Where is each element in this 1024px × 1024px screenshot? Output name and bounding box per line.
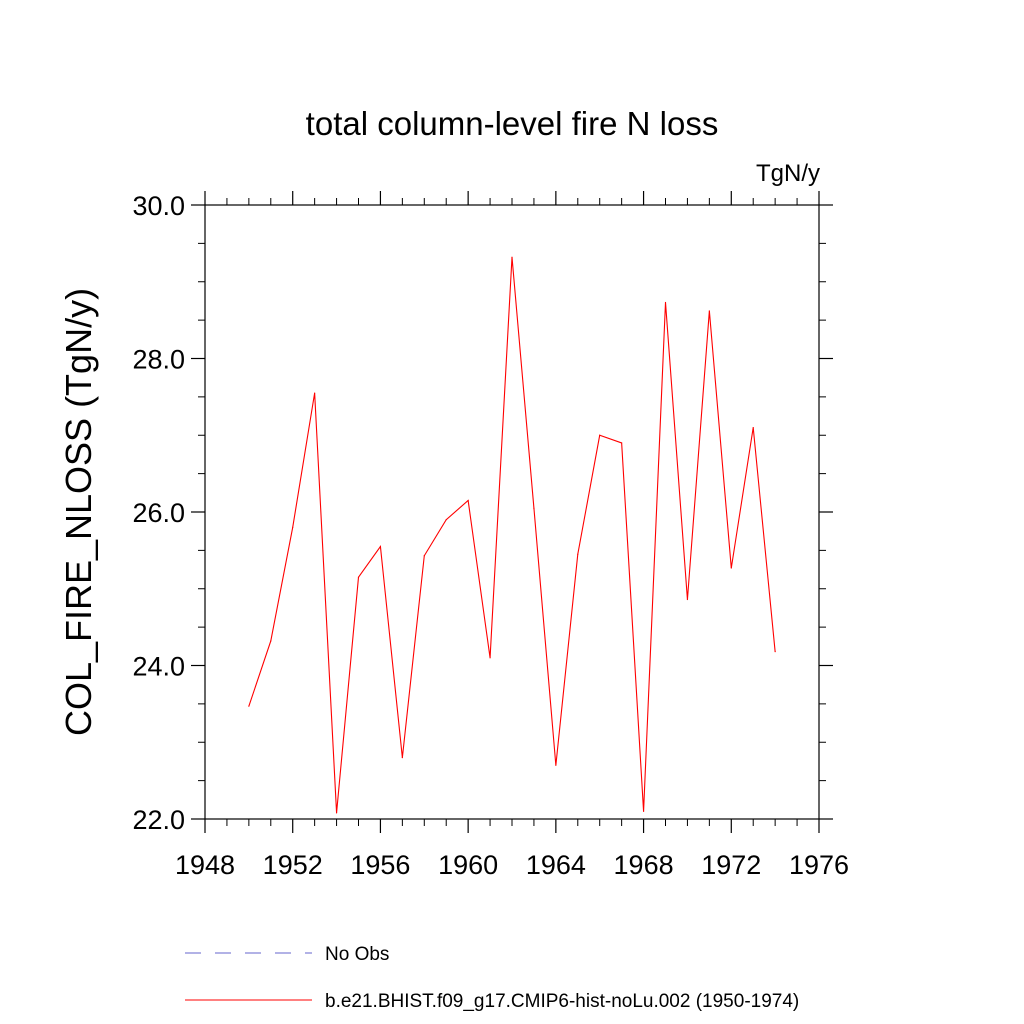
data-point [555,764,557,766]
y-axis-label: COL_FIRE_NLOSS (TgN/y) [58,288,99,736]
x-tick-label: 1952 [263,850,323,880]
data-point [357,576,360,578]
data-point [489,657,491,659]
data-point [708,310,710,312]
data-point [686,598,689,601]
data-point [314,392,316,394]
data-point [642,810,645,812]
data-point [621,442,623,444]
x-tick-label: 1976 [789,850,849,880]
y-tick-label: 24.0 [132,652,185,682]
legend: No Obs b.e21.BHIST.f09_g17.CMIP6-hist-noL… [185,944,799,1012]
data-point [467,499,469,502]
x-tick-label: 1968 [614,850,674,880]
data-point [752,426,754,429]
data-point [335,812,338,814]
data-point [664,301,667,304]
data-point [511,256,513,258]
legend-label: No Obs [325,944,389,965]
data-point [577,553,579,555]
tick-labels: 1948 1952 1956 1960 1964 1968 1972 1976 22.0 24.0… [132,191,849,880]
x-tick-label: 1972 [701,850,761,880]
x-tick-label: 1960 [438,850,498,880]
x-tick-label: 1956 [350,850,410,880]
y-tick-label: 28.0 [132,345,185,375]
units-label: TgN/y [756,160,820,187]
data-point [401,757,403,759]
data-point [379,545,382,548]
x-tick-label: 1964 [526,850,586,880]
data-point [292,526,294,528]
y-tick-label: 26.0 [132,498,185,528]
data-point [774,651,776,653]
y-tick-label: 22.0 [132,805,185,835]
data-point [730,567,732,569]
axis-ticks [191,191,833,833]
series-lines [248,256,776,814]
y-tick-label: 30.0 [132,191,185,221]
data-point [270,640,272,642]
data-point [423,555,425,557]
data-point [445,519,447,521]
data-point [533,507,535,509]
chart-title: total column-level fire N loss [306,105,719,142]
series-line [248,257,776,813]
x-tick-label: 1948 [175,850,235,880]
data-point [599,434,601,436]
data-point [248,705,250,707]
legend-label: b.e21.BHIST.f09_g17.CMIP6-hist-noLu.002 … [325,991,799,1012]
